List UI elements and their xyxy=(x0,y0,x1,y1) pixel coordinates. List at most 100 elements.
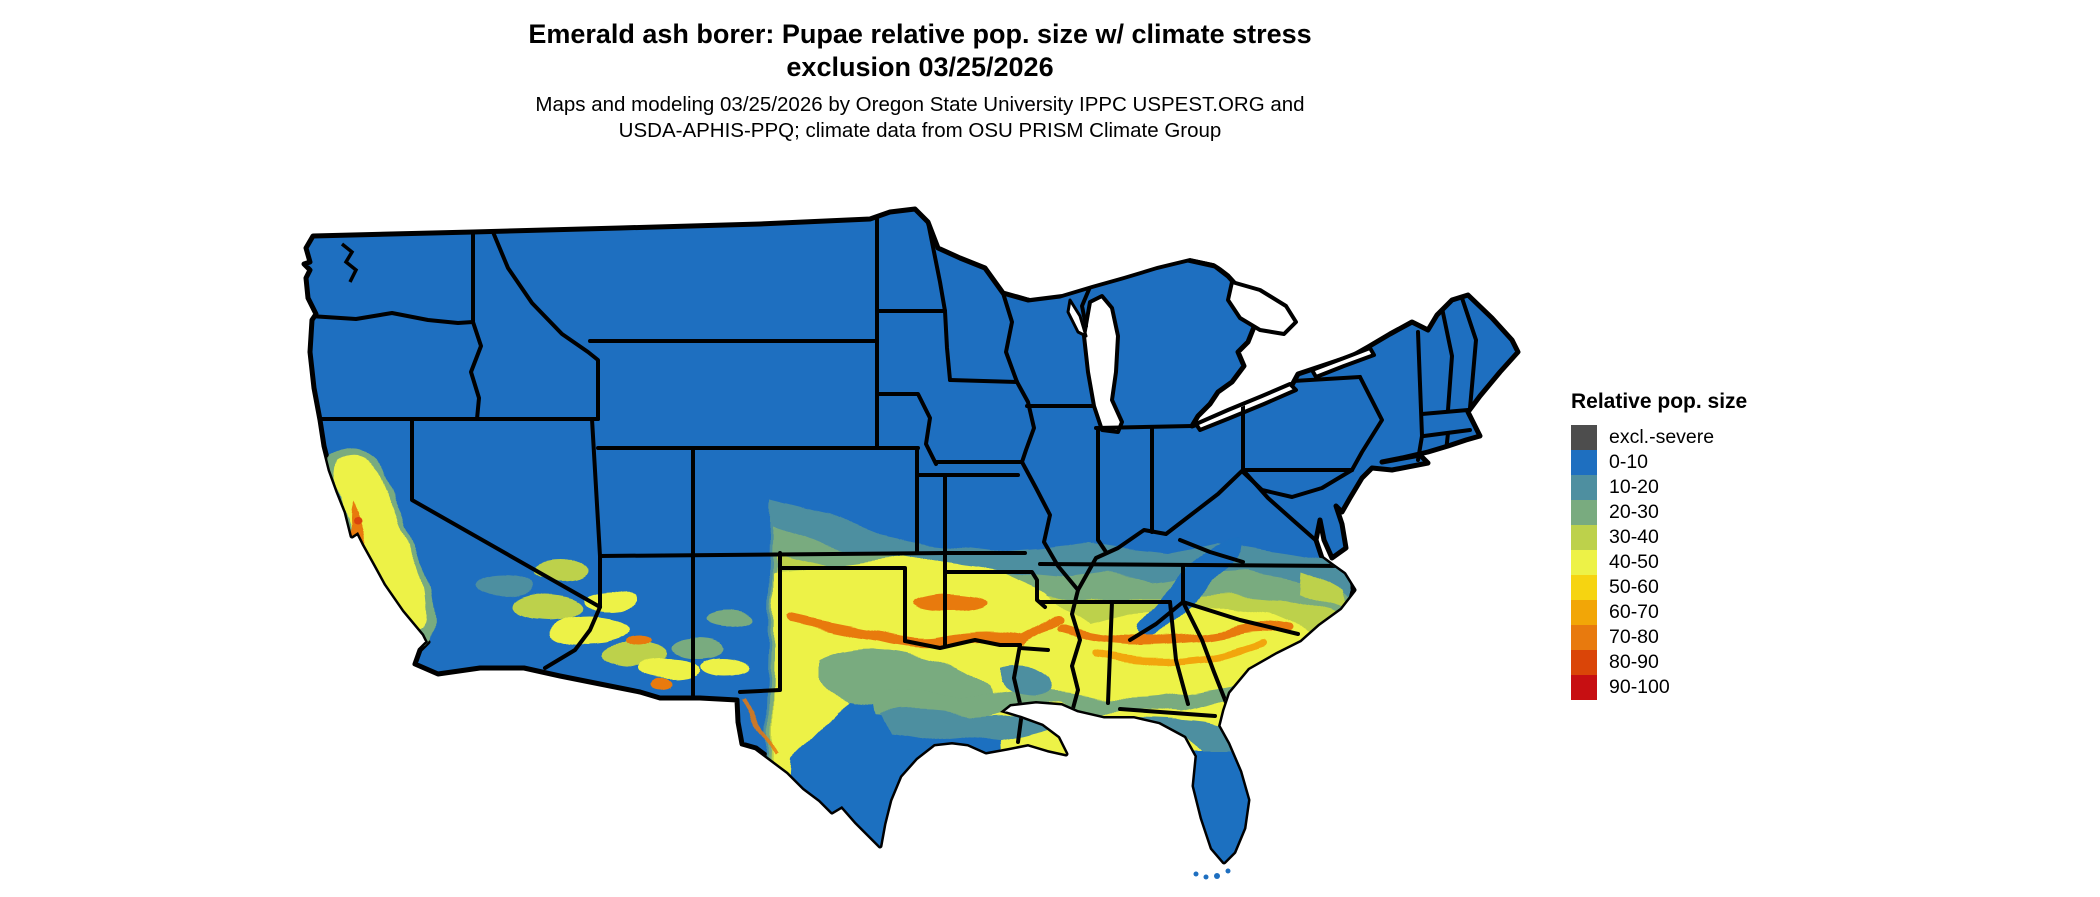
border-ca-az xyxy=(543,605,602,670)
patch-desert xyxy=(534,560,586,580)
patch-california-valley-yellow xyxy=(336,456,427,638)
legend-row: 60-70 xyxy=(1571,600,1747,625)
legend-rows: excl.-severe 0-10 10-20 20-30 30-40 40-5… xyxy=(1571,425,1747,700)
border-ct-ri xyxy=(1444,431,1450,454)
title-line-2: exclusion 03/25/2026 xyxy=(786,52,1054,82)
legend-label: 50-60 xyxy=(1609,576,1659,598)
patch-desert xyxy=(628,636,652,648)
legend-swatch-10-20 xyxy=(1571,475,1597,500)
legend-swatch-70-80 xyxy=(1571,625,1597,650)
lake-michigan xyxy=(1082,294,1124,434)
patch-desert xyxy=(674,640,726,660)
border-ok-tx-panhandle xyxy=(778,566,907,643)
page-subtitle: Maps and modeling 03/25/2026 by Oregon S… xyxy=(0,92,1840,144)
legend-row: 0-10 xyxy=(1571,450,1747,475)
legend-row: 90-100 xyxy=(1571,675,1747,700)
border-sd-mn xyxy=(943,309,952,382)
legend-row: 10-20 xyxy=(1571,475,1747,500)
strip-outer-banks-green xyxy=(1298,570,1350,610)
legend-label: 90-100 xyxy=(1609,676,1670,698)
border-mn-wi xyxy=(1001,291,1019,384)
border-pa-nj xyxy=(1350,375,1384,472)
patch-desert xyxy=(509,594,581,622)
border-ky-tn-va-nc xyxy=(1038,562,1347,568)
state-borders xyxy=(308,217,1478,744)
legend-swatch-20-30 xyxy=(1571,500,1597,525)
border-sd-ne xyxy=(875,392,938,466)
border-ar-la xyxy=(1018,646,1050,652)
legend-label: 70-80 xyxy=(1609,626,1659,648)
legend-row: 50-60 xyxy=(1571,575,1747,600)
legend-row: 70-80 xyxy=(1571,625,1747,650)
lake-huron xyxy=(1226,280,1298,336)
patch-desert xyxy=(475,573,535,597)
patch-desert xyxy=(640,660,700,680)
legend-title: Relative pop. size xyxy=(1571,390,1748,413)
band-southeast-orange xyxy=(1058,622,1294,645)
border-or-id xyxy=(469,320,483,421)
border-nv-ut xyxy=(590,417,602,558)
border-ma-north xyxy=(1420,408,1470,416)
green-bay xyxy=(1066,298,1088,338)
border-ms-al xyxy=(1106,600,1114,705)
page-title: Emerald ash borer: Pupae relative pop. s… xyxy=(0,18,1840,84)
legend-swatch-60-70 xyxy=(1571,600,1597,625)
border-ga-sc xyxy=(1181,600,1229,707)
title-line-1: Emerald ash borer: Pupae relative pop. s… xyxy=(528,19,1312,49)
border-ca-nv xyxy=(410,417,602,609)
subtitle-line-1: Maps and modeling 03/25/2026 by Oregon S… xyxy=(535,93,1305,116)
map-legend: Relative pop. size excl.-severe 0-10 10-… xyxy=(1571,390,1747,700)
lake-ontario xyxy=(1310,346,1376,379)
legend-label: 20-30 xyxy=(1609,501,1659,523)
border-wa-or xyxy=(308,311,475,325)
border-mn-ia xyxy=(948,378,1019,384)
border-mi-oh-in xyxy=(1094,424,1194,430)
subtitle-line-2: USDA-APHIS-PPQ; climate data from OSU PR… xyxy=(618,119,1222,142)
florida-keys xyxy=(1193,868,1231,880)
us-land-base xyxy=(301,206,1521,865)
legend-swatch-0-10 xyxy=(1571,450,1597,475)
border-ga-fl xyxy=(1118,707,1217,718)
band-riogrande-orange xyxy=(743,699,777,757)
border-ky-va xyxy=(1178,538,1245,564)
legend-row: 80-90 xyxy=(1571,650,1747,675)
border-nc-sc xyxy=(1181,600,1300,636)
legend-swatch-30-40 xyxy=(1571,525,1597,550)
border-vt-nh xyxy=(1440,306,1454,412)
border-mississippi-river xyxy=(1015,380,1082,714)
legend-label: 40-50 xyxy=(1609,551,1659,573)
legend-row: 30-40 xyxy=(1571,525,1747,550)
border-nh-me xyxy=(1460,296,1478,410)
border-tx-la xyxy=(1012,643,1024,744)
legend-swatch-excl-severe xyxy=(1571,425,1597,450)
legend-swatch-80-90 xyxy=(1571,650,1597,675)
puget-sound xyxy=(340,242,359,283)
patch-desert xyxy=(601,643,669,667)
band-southeast-gold xyxy=(1091,638,1269,665)
border-ohio-river xyxy=(1076,468,1245,592)
border-wi-mi-up xyxy=(1080,285,1092,328)
patch-oklahoma-orange xyxy=(912,593,988,611)
border-al-ga xyxy=(1168,600,1190,706)
patch-desert xyxy=(650,680,670,690)
legend-row: 20-30 xyxy=(1571,500,1747,525)
legend-swatch-90-100 xyxy=(1571,675,1597,700)
lake-superior xyxy=(1005,242,1246,298)
legend-label: 80-90 xyxy=(1609,651,1659,673)
border-nd-mn xyxy=(926,220,947,313)
border-il-in xyxy=(1096,426,1108,554)
lake-erie xyxy=(1194,382,1298,432)
patch-appalachia-blue xyxy=(1135,537,1241,638)
legend-swatch-50-60 xyxy=(1571,575,1597,600)
legend-label: 30-40 xyxy=(1609,526,1659,548)
legend-swatch-40-50 xyxy=(1571,550,1597,575)
border-md-va-potomac xyxy=(1241,468,1354,499)
great-lakes xyxy=(1005,242,1376,434)
legend-row: 40-50 xyxy=(1571,550,1747,575)
border-id-mt xyxy=(491,230,600,421)
legend-label: 0-10 xyxy=(1609,451,1649,473)
legend-label: excl.-severe xyxy=(1609,426,1715,448)
speck-california-red xyxy=(351,518,361,526)
